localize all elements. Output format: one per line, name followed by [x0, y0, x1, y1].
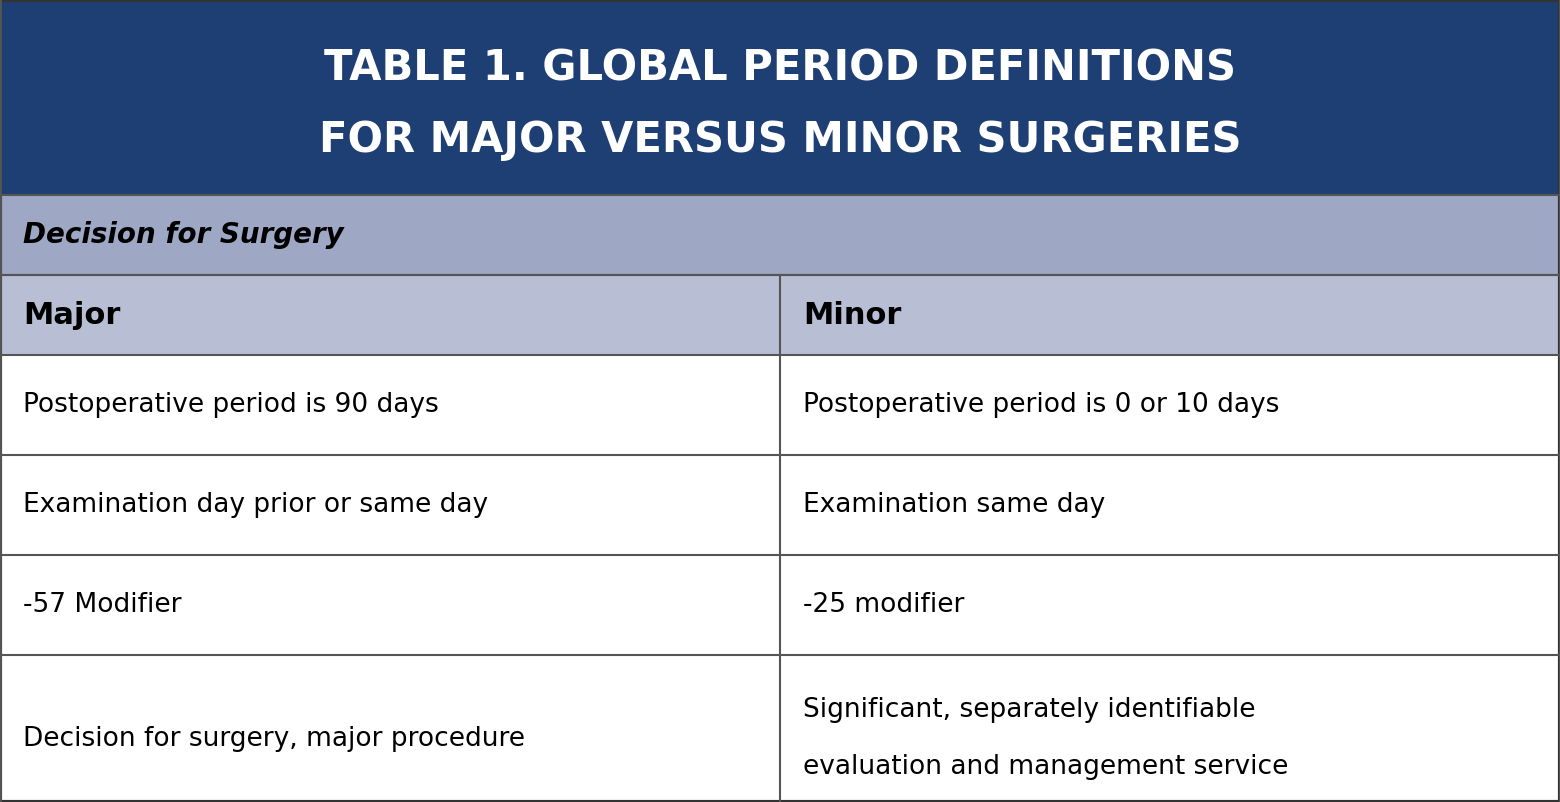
Text: Major: Major: [23, 301, 120, 330]
Text: Postoperative period is 90 days: Postoperative period is 90 days: [23, 392, 440, 418]
Text: Examination same day: Examination same day: [803, 492, 1106, 518]
Text: evaluation and management service: evaluation and management service: [803, 754, 1289, 780]
Bar: [0, 455, 1560, 555]
Text: -57 Modifier: -57 Modifier: [23, 592, 183, 618]
Text: Significant, separately identifiable: Significant, separately identifiable: [803, 697, 1256, 723]
Bar: [0, 555, 1560, 655]
Text: Decision for Surgery: Decision for Surgery: [23, 221, 345, 249]
Text: TABLE 1. GLOBAL PERIOD DEFINITIONS: TABLE 1. GLOBAL PERIOD DEFINITIONS: [324, 47, 1236, 89]
Bar: [0, 195, 1560, 275]
Text: -25 modifier: -25 modifier: [803, 592, 964, 618]
Text: Examination day prior or same day: Examination day prior or same day: [23, 492, 488, 518]
Bar: [0, 355, 1560, 455]
Text: Minor: Minor: [803, 301, 902, 330]
Text: Decision for surgery, major procedure: Decision for surgery, major procedure: [23, 726, 526, 751]
Bar: [0, 275, 1560, 355]
Bar: [0, 655, 1560, 802]
Text: FOR MAJOR VERSUS MINOR SURGERIES: FOR MAJOR VERSUS MINOR SURGERIES: [318, 119, 1242, 161]
Bar: [0, 0, 1560, 195]
Text: Postoperative period is 0 or 10 days: Postoperative period is 0 or 10 days: [803, 392, 1279, 418]
